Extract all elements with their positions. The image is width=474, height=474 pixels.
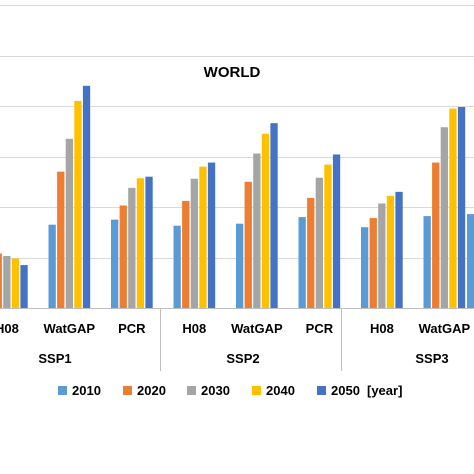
bar (270, 123, 278, 308)
bar (449, 108, 457, 308)
model-label: WatGAP (231, 321, 283, 336)
legend-swatch (317, 386, 326, 395)
bar (332, 154, 341, 308)
bar (128, 187, 136, 308)
bar (432, 162, 440, 308)
category-separators (160, 309, 342, 371)
model-label: H08 (0, 321, 19, 336)
bar (173, 225, 181, 308)
bar (111, 219, 119, 309)
bar (369, 218, 377, 308)
bar (207, 162, 216, 308)
model-label: WatGAP (44, 321, 96, 336)
model-label: WatGAP (419, 321, 471, 336)
bar (190, 178, 198, 308)
bar (57, 171, 65, 308)
bar (145, 176, 153, 308)
bar (3, 255, 11, 308)
bar (236, 223, 244, 308)
bar (457, 107, 466, 308)
bar (74, 100, 82, 308)
bar (315, 177, 323, 308)
bar (386, 195, 395, 308)
legend-label: 2030 (201, 383, 230, 398)
bar (261, 133, 270, 308)
legend-swatch (252, 386, 261, 395)
bar (136, 178, 145, 308)
bar (119, 205, 127, 308)
legend-label: 2040 (266, 383, 295, 398)
legend-unit: [year] (367, 383, 402, 398)
scenario-label: SSP2 (226, 351, 259, 366)
bar (395, 191, 403, 308)
bar (82, 85, 91, 308)
legend-swatch (58, 386, 67, 395)
legend-label: 2020 (137, 383, 166, 398)
scenario-label: SSP3 (415, 351, 448, 366)
bar (182, 200, 190, 308)
bar (244, 181, 252, 308)
model-label: PCR (118, 321, 146, 336)
bar (440, 127, 448, 309)
model-label: PCR (306, 321, 334, 336)
chart-title: WORLD (204, 64, 261, 81)
model-label: H08 (370, 321, 394, 336)
legend-swatch (123, 386, 132, 395)
legend: 2010 2020 2030 2040 2050 [year] (58, 383, 402, 398)
bar (307, 197, 315, 308)
bar (199, 166, 207, 308)
legend-label: 2050 (331, 383, 360, 398)
bar (324, 164, 332, 308)
model-labels: H08 WatGAP PCR H08 WatGAP PCR H08 WatGAP (0, 321, 470, 336)
bar (48, 224, 56, 308)
bar (20, 265, 28, 308)
bar (423, 216, 431, 308)
bar (298, 217, 306, 308)
scenario-label: SSP1 (38, 351, 71, 366)
bar (378, 203, 386, 308)
bar (253, 153, 261, 308)
bar (361, 227, 369, 308)
model-label: H08 (182, 321, 206, 336)
scenario-labels: SSP1 SSP2 SSP3 (38, 351, 448, 366)
bar (0, 253, 2, 308)
bar (65, 138, 73, 308)
bar (467, 214, 474, 308)
legend-swatch (187, 386, 196, 395)
bars (0, 85, 474, 309)
bar (11, 258, 20, 308)
legend-label: 2010 (72, 383, 101, 398)
